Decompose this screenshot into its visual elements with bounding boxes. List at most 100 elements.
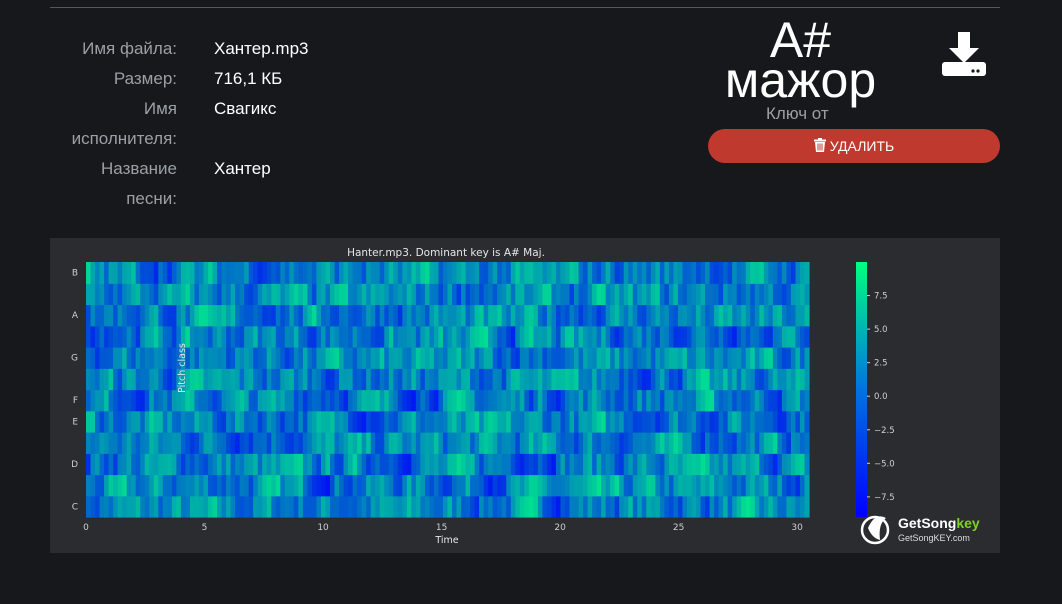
heatmap-cell xyxy=(723,283,729,306)
y-tick-label: A xyxy=(72,311,79,321)
delete-button[interactable]: УДАЛИТЬ xyxy=(708,129,1000,163)
heatmap-cell xyxy=(420,410,426,433)
heatmap-cell xyxy=(302,368,309,391)
heatmap-cell xyxy=(732,368,738,391)
heatmap-cell xyxy=(230,474,236,497)
heatmap-cell xyxy=(786,389,792,412)
heatmap-cell xyxy=(253,453,259,476)
heatmap-cell xyxy=(574,325,580,348)
heatmap-cell xyxy=(777,410,783,433)
heatmap-cell xyxy=(406,347,412,369)
heatmap-cell xyxy=(664,410,670,433)
heatmap-cell xyxy=(465,389,471,412)
heatmap-cell xyxy=(700,283,706,306)
heatmap-cell xyxy=(420,347,426,369)
heatmap-cell xyxy=(280,325,286,348)
heatmap-cell xyxy=(442,432,449,454)
heatmap-cell xyxy=(768,389,774,412)
heatmap-cell xyxy=(515,432,521,454)
heatmap-cell xyxy=(501,474,507,497)
heatmap-cell xyxy=(108,347,114,369)
download-icon[interactable] xyxy=(940,30,988,80)
heatmap-cell xyxy=(542,495,548,518)
heatmap-cell xyxy=(686,368,693,391)
heatmap-cell xyxy=(271,410,277,433)
heatmap-cell xyxy=(727,262,733,284)
title-value: Хантер xyxy=(214,159,271,178)
heatmap-cell xyxy=(691,432,697,454)
heatmap-cell xyxy=(741,410,747,433)
heatmap-cell xyxy=(280,474,286,497)
heatmap-cell xyxy=(289,325,295,348)
heatmap-cell xyxy=(104,410,110,433)
heatmap-cell xyxy=(587,453,593,476)
heatmap-cell xyxy=(718,432,724,454)
heatmap-cell xyxy=(162,410,168,433)
heatmap-cell xyxy=(307,389,313,412)
heatmap-cell xyxy=(217,410,223,433)
heatmap-cell xyxy=(379,347,385,369)
heatmap-cell xyxy=(510,453,516,476)
heatmap-cell xyxy=(447,368,453,391)
heatmap-cell xyxy=(528,325,534,348)
heatmap-cell xyxy=(723,495,729,518)
heatmap-cell xyxy=(271,262,277,284)
heatmap-cell xyxy=(311,304,318,327)
heatmap-cell xyxy=(221,368,227,391)
heatmap-cell xyxy=(248,495,254,518)
heatmap-cell xyxy=(592,304,598,327)
heatmap-cell xyxy=(149,304,155,327)
heatmap-cell xyxy=(696,474,702,497)
heatmap-cell xyxy=(691,410,697,433)
heatmap-cell xyxy=(759,347,765,369)
heatmap-cell xyxy=(397,347,403,369)
heatmap-cell xyxy=(99,432,105,454)
heatmap-cell xyxy=(637,304,643,327)
heatmap-cell xyxy=(686,389,693,412)
heatmap-cell xyxy=(465,410,471,433)
heatmap-cell xyxy=(438,304,444,327)
heatmap-cell xyxy=(750,432,756,454)
heatmap-cell xyxy=(754,432,760,454)
heatmap-cell xyxy=(637,262,643,284)
heatmap-cell xyxy=(578,283,584,306)
heatmap-cell xyxy=(668,410,675,433)
heatmap-cell xyxy=(777,262,783,284)
heatmap-cell xyxy=(732,389,738,412)
heatmap-cell xyxy=(330,347,336,369)
heatmap-cell xyxy=(497,410,503,433)
heatmap-cell xyxy=(750,389,756,412)
heatmap-cell xyxy=(555,347,562,369)
heatmap-cell xyxy=(203,347,209,369)
heatmap-cell xyxy=(619,410,625,433)
heatmap-cell xyxy=(465,432,471,454)
key-name-line2: мажор xyxy=(724,52,877,108)
heatmap-cell xyxy=(664,325,670,348)
heatmap-cell xyxy=(488,495,494,518)
heatmap-cell xyxy=(677,262,684,284)
heatmap-cell xyxy=(235,347,241,369)
heatmap-cell xyxy=(316,474,322,497)
heatmap-cell xyxy=(623,432,629,454)
heatmap-cell xyxy=(777,453,783,476)
heatmap-cell xyxy=(605,432,611,454)
heatmap-cell xyxy=(122,262,128,284)
heatmap-cell xyxy=(167,453,173,476)
heatmap-cell xyxy=(614,304,620,327)
heatmap-cell xyxy=(804,283,810,306)
heatmap-cell xyxy=(569,410,575,433)
heatmap-cell xyxy=(370,283,376,306)
heatmap-cell xyxy=(574,495,580,518)
heatmap-cell xyxy=(501,389,507,412)
heatmap-cell xyxy=(628,495,634,518)
heatmap-cell xyxy=(361,325,367,348)
heatmap-cell xyxy=(316,453,322,476)
heatmap-cell xyxy=(352,453,358,476)
heatmap-cell xyxy=(271,325,277,348)
heatmap-cell xyxy=(614,368,620,391)
heatmap-cell xyxy=(95,283,101,306)
heatmap-cell xyxy=(727,325,733,348)
heatmap-cell xyxy=(420,283,426,306)
heatmap-cell xyxy=(208,495,214,518)
heatmap-cell xyxy=(131,474,137,497)
